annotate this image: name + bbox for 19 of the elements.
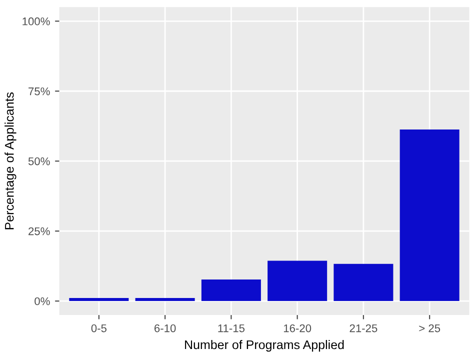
y-tick-label: 0% [34, 297, 50, 306]
x-tick-label: 16-20 [284, 324, 312, 332]
x-tick-label: 6-10 [154, 324, 176, 332]
x-tick-label: > 25 [419, 324, 440, 332]
bar [268, 260, 328, 302]
bar [334, 264, 394, 302]
x-tick-label: 11-15 [218, 324, 245, 332]
x-tick-label: 0-5 [91, 324, 106, 332]
bar [69, 298, 129, 302]
y-tick-label: 100% [22, 17, 50, 26]
bar [400, 129, 460, 302]
x-axis-title: Number of Programs Applied [185, 340, 344, 352]
bar [135, 298, 195, 302]
y-tick-label: 25% [28, 227, 50, 236]
x-tick-label: 21-25 [350, 324, 378, 332]
y-tick-label: 50% [28, 157, 50, 166]
y-axis-title: Percentage of Applicants [4, 92, 16, 230]
y-tick-label: 75% [28, 87, 50, 96]
bar [201, 279, 261, 302]
